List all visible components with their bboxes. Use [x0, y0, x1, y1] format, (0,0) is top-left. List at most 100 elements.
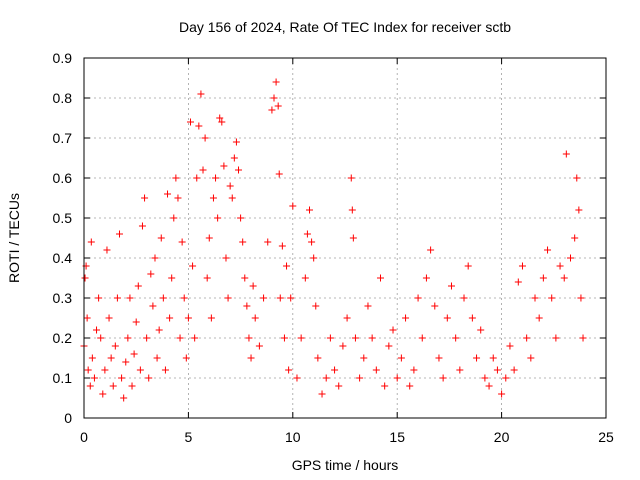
- data-point: [360, 354, 368, 362]
- data-point: [431, 302, 439, 310]
- data-point: [178, 238, 186, 246]
- data-point: [393, 374, 401, 382]
- data-point: [149, 302, 157, 310]
- data-point: [193, 174, 201, 182]
- data-point: [489, 354, 497, 362]
- data-point: [418, 334, 426, 342]
- data-point: [527, 354, 535, 362]
- data-point: [115, 230, 123, 238]
- axis-ticks: [83, 57, 607, 419]
- data-point: [220, 162, 228, 170]
- data-point: [128, 382, 136, 390]
- data-point: [276, 294, 284, 302]
- data-point: [216, 114, 224, 122]
- data-point: [201, 134, 209, 142]
- data-point: [245, 334, 253, 342]
- data-point: [310, 254, 318, 262]
- data-point: [87, 238, 95, 246]
- data-point: [301, 274, 309, 282]
- data-point: [351, 334, 359, 342]
- data-point: [498, 390, 506, 398]
- data-point: [381, 382, 389, 390]
- data-point: [285, 366, 293, 374]
- data-point: [122, 358, 130, 366]
- data-point: [157, 234, 165, 242]
- data-point: [376, 274, 384, 282]
- data-point: [130, 350, 138, 358]
- data-point: [235, 166, 243, 174]
- data-point: [314, 354, 322, 362]
- data-point: [278, 242, 286, 250]
- x-tick-label: 5: [185, 429, 193, 445]
- data-point: [397, 354, 405, 362]
- data-point: [199, 166, 207, 174]
- y-tick-label: 0.7: [53, 130, 73, 146]
- data-point: [172, 174, 180, 182]
- y-tick-label: 0: [64, 410, 72, 426]
- data-point: [209, 194, 217, 202]
- y-tick-label: 0.8: [53, 90, 73, 106]
- y-tick-label: 0.6: [53, 170, 73, 186]
- plot-frame: [83, 57, 607, 419]
- data-point: [161, 366, 169, 374]
- data-point: [270, 94, 278, 102]
- data-point: [523, 334, 531, 342]
- data-point: [427, 246, 435, 254]
- data-point: [443, 314, 451, 322]
- tick-labels: 0 5 10 15 20 25 0 0.1 0.2 0.3 0.4 0.5 0.6 0.7 0.8 0.9: [53, 50, 614, 445]
- data-point: [182, 354, 190, 362]
- data-point: [103, 246, 111, 254]
- data-point: [414, 294, 422, 302]
- data-point: [180, 294, 188, 302]
- data-point: [287, 294, 295, 302]
- x-axis-label: GPS time / hours: [292, 457, 399, 473]
- data-point: [402, 314, 410, 322]
- data-point: [544, 246, 552, 254]
- y-tick-label: 0.5: [53, 210, 73, 226]
- data-point: [485, 382, 493, 390]
- data-point: [435, 354, 443, 362]
- data-point: [134, 282, 142, 290]
- data-point: [83, 314, 91, 322]
- data-point: [84, 366, 92, 374]
- data-point: [136, 366, 144, 374]
- data-point: [203, 274, 211, 282]
- y-tick-label: 0.2: [53, 330, 73, 346]
- data-point: [312, 302, 320, 310]
- data-point: [385, 342, 393, 350]
- data-point: [141, 194, 149, 202]
- data-point: [348, 206, 356, 214]
- x-tick-label: 10: [285, 429, 301, 445]
- data-point: [176, 334, 184, 342]
- data-point: [502, 374, 510, 382]
- data-point: [573, 174, 581, 182]
- data-point: [90, 374, 98, 382]
- data-point: [464, 262, 472, 270]
- data-point: [303, 230, 311, 238]
- data-point: [86, 382, 94, 390]
- data-point: [88, 354, 96, 362]
- data-point: [452, 334, 460, 342]
- data-point: [186, 118, 194, 126]
- data-point: [124, 334, 132, 342]
- data-point: [147, 270, 155, 278]
- data-point: [93, 326, 101, 334]
- data-point: [548, 294, 556, 302]
- grid-lines: [84, 58, 606, 418]
- data-point: [562, 150, 570, 158]
- data-point: [293, 374, 301, 382]
- data-point: [97, 334, 105, 342]
- data-point: [132, 318, 140, 326]
- data-point: [159, 294, 167, 302]
- data-point: [214, 214, 222, 222]
- data-point: [174, 194, 182, 202]
- x-tick-label: 15: [389, 429, 405, 445]
- data-point: [251, 314, 259, 322]
- y-tick-label: 0.4: [53, 250, 73, 266]
- data-point: [335, 382, 343, 390]
- data-point: [239, 238, 247, 246]
- data-point: [531, 294, 539, 302]
- data-point: [280, 334, 288, 342]
- data-point: [468, 314, 476, 322]
- data-point: [577, 294, 585, 302]
